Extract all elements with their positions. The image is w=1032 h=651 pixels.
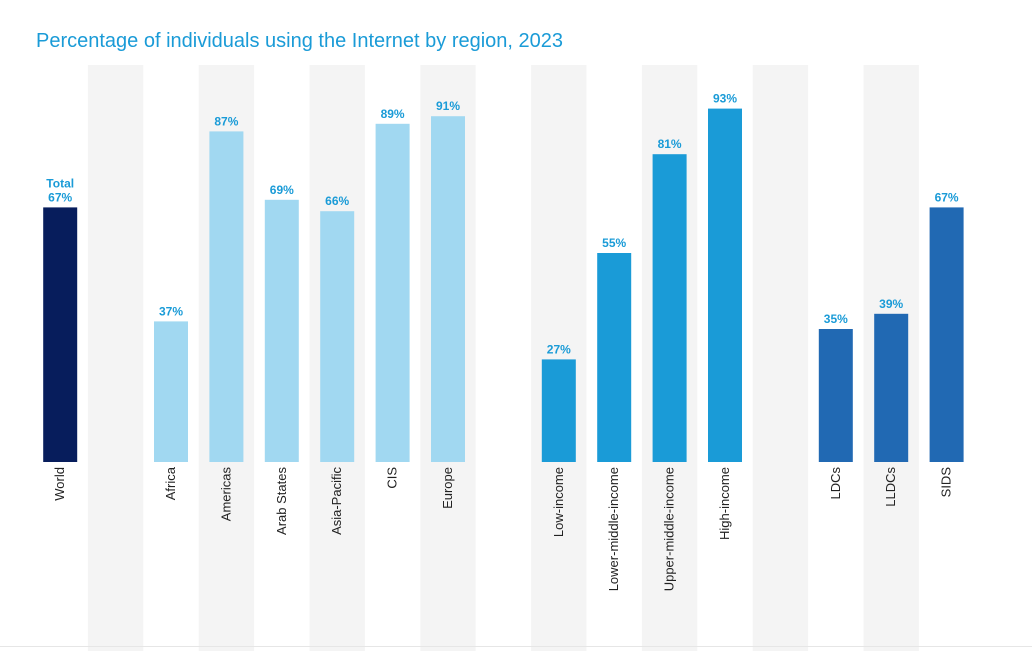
- bar-lldcs: [874, 313, 909, 462]
- category-label: CIS: [385, 467, 400, 489]
- category-label: LLDCs: [883, 467, 898, 507]
- data-label: 89%: [381, 107, 405, 121]
- chart-title: Percentage of individuals using the Inte…: [36, 30, 564, 52]
- category-label: Arab States: [274, 467, 289, 535]
- category-label: Americas: [218, 467, 233, 522]
- category-label: Low-income: [551, 467, 566, 537]
- background-band: [531, 65, 587, 651]
- category-label: High-income: [717, 467, 732, 540]
- category-label: World: [52, 467, 67, 501]
- category-label: Europe: [440, 467, 455, 509]
- category-label: Upper-middle-income: [662, 467, 677, 591]
- category-label: Asia-Pacific: [329, 467, 344, 535]
- data-label: 67%: [935, 190, 959, 204]
- background-band: [752, 65, 809, 651]
- bar-ldcs: [818, 329, 853, 462]
- bar-asia-pacific: [320, 211, 355, 462]
- bar-cis: [375, 123, 410, 463]
- data-label: 27%: [547, 342, 571, 356]
- data-label: 37%: [159, 304, 183, 318]
- data-label: 81%: [658, 137, 682, 151]
- bar-low-income: [541, 359, 576, 462]
- bar-americas: [209, 131, 244, 462]
- category-label: LDCs: [828, 467, 843, 500]
- category-label: Africa: [163, 466, 178, 500]
- bottom-divider: [0, 646, 1032, 647]
- background-band: [87, 65, 144, 651]
- bar-high-income: [708, 108, 742, 462]
- total-label: Total: [46, 176, 74, 190]
- bar-upper-middle-income: [652, 154, 687, 462]
- bar-arab-states: [264, 199, 299, 463]
- data-label: 91%: [436, 99, 460, 113]
- data-label: 69%: [270, 183, 294, 197]
- data-label: 67%: [48, 190, 72, 204]
- data-label: 93%: [713, 92, 737, 106]
- bar-world: [43, 207, 78, 462]
- data-label: 66%: [325, 194, 349, 208]
- category-label: Lower-middle-income: [606, 467, 621, 591]
- bar-africa: [154, 321, 188, 462]
- data-label: 87%: [214, 114, 238, 128]
- category-label: SIDS: [939, 467, 954, 498]
- bar-sids: [929, 207, 964, 462]
- data-label: 39%: [879, 297, 903, 311]
- bar-lower-middle-income: [597, 253, 632, 462]
- data-label: 55%: [602, 236, 626, 250]
- bar-europe: [431, 116, 465, 462]
- data-label: 35%: [824, 312, 848, 326]
